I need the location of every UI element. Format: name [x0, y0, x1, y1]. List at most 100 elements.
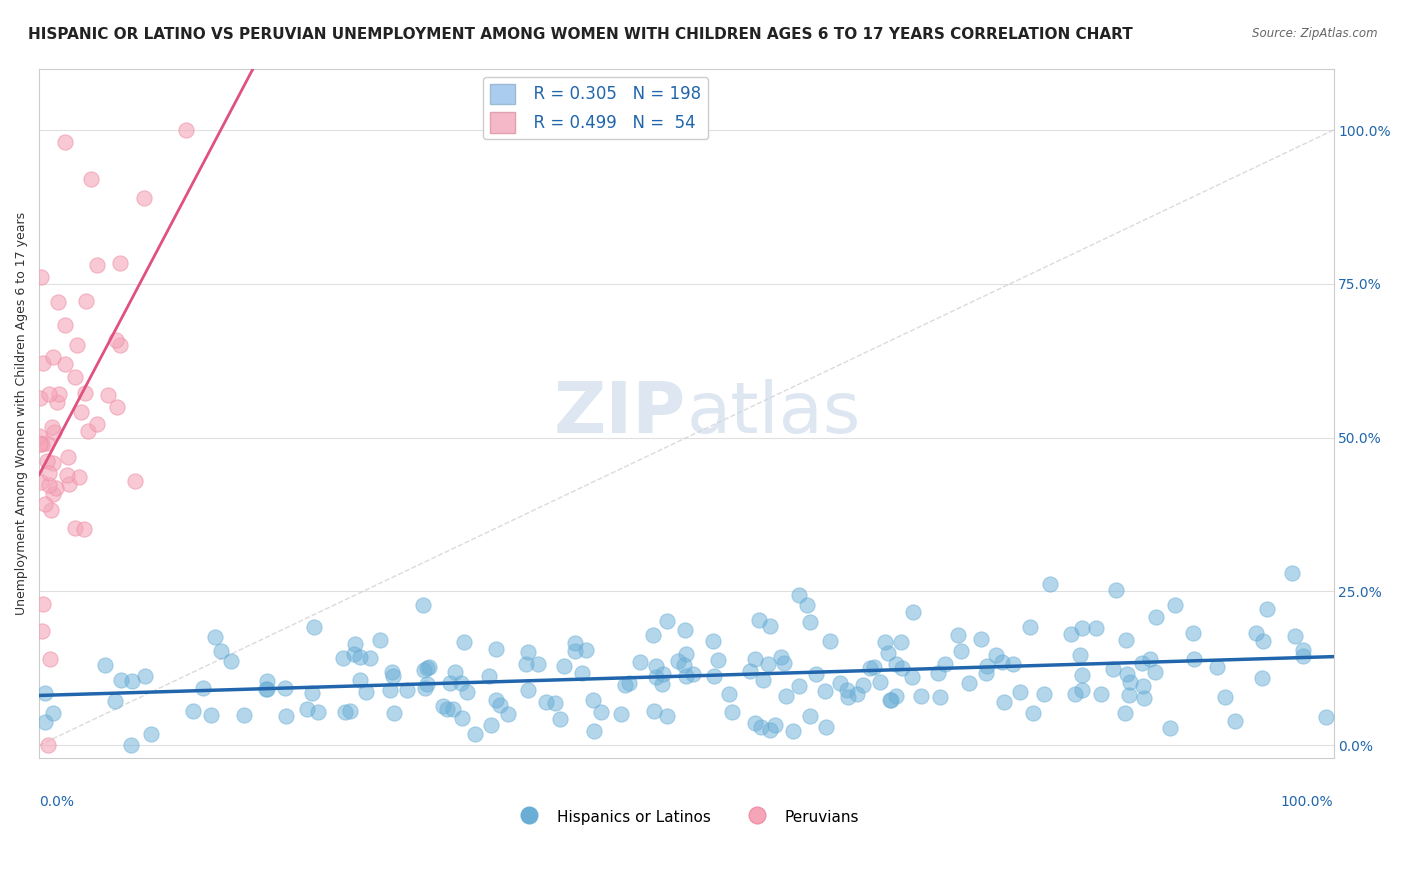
Text: atlas: atlas [686, 378, 860, 448]
Point [799, 615, 821, 629]
Point [575, 642, 598, 657]
Point [339, 704, 361, 718]
Point [756, 657, 779, 671]
Point [254, 682, 277, 697]
Point [39, 651, 62, 665]
Point [132, 191, 155, 205]
Point [752, 673, 775, 688]
Point [564, 636, 586, 650]
Point [181, 704, 204, 718]
Point [121, 674, 143, 689]
Point [256, 681, 278, 696]
Point [787, 588, 810, 602]
Point [233, 707, 256, 722]
Point [675, 647, 697, 661]
Text: 0.0%: 0.0% [39, 795, 75, 809]
Point [39, 502, 62, 516]
Point [37, 454, 59, 468]
Y-axis label: Unemployment Among Women with Children Ages 6 to 17 years: Unemployment Among Women with Children A… [15, 211, 28, 615]
Point [139, 726, 162, 740]
Point [256, 674, 278, 689]
Point [672, 657, 695, 672]
Point [901, 605, 924, 619]
Point [673, 623, 696, 637]
Point [1019, 620, 1042, 634]
Point [124, 474, 146, 488]
Text: HISPANIC OR LATINO VS PERUVIAN UNEMPLOYMENT AMONG WOMEN WITH CHILDREN AGES 6 TO : HISPANIC OR LATINO VS PERUVIAN UNEMPLOYM… [28, 27, 1133, 42]
Point [564, 644, 586, 658]
Point [1008, 685, 1031, 699]
Point [46, 295, 69, 310]
Point [86, 259, 108, 273]
Point [370, 632, 392, 647]
Point [381, 665, 404, 679]
Point [34, 686, 56, 700]
Point [1114, 706, 1136, 720]
Point [976, 659, 998, 673]
Point [432, 699, 454, 714]
Point [1139, 651, 1161, 665]
Point [1039, 576, 1062, 591]
Point [527, 657, 550, 671]
Point [412, 599, 434, 613]
Point [970, 632, 993, 646]
Point [675, 669, 697, 683]
Point [32, 356, 55, 370]
Point [720, 706, 742, 720]
Point [884, 690, 907, 704]
Point [804, 667, 827, 681]
Point [949, 644, 972, 658]
Point [717, 686, 740, 700]
Point [993, 695, 1015, 709]
Point [485, 693, 508, 707]
Point [349, 649, 371, 664]
Point [34, 714, 56, 729]
Point [657, 709, 679, 723]
Point [744, 715, 766, 730]
Point [41, 706, 63, 721]
Point [1292, 642, 1315, 657]
Point [666, 654, 689, 668]
Point [378, 683, 401, 698]
Point [1132, 679, 1154, 693]
Point [1284, 630, 1306, 644]
Point [97, 387, 120, 401]
Point [835, 682, 858, 697]
Point [1205, 660, 1227, 674]
Point [614, 678, 637, 692]
Point [890, 661, 912, 675]
Point [453, 635, 475, 649]
Point [1133, 690, 1156, 705]
Point [65, 521, 87, 535]
Point [1292, 648, 1315, 663]
Point [1032, 687, 1054, 701]
Point [814, 720, 837, 734]
Point [104, 694, 127, 708]
Point [30, 270, 52, 285]
Point [335, 705, 357, 719]
Point [852, 678, 875, 692]
Point [873, 635, 896, 649]
Point [38, 387, 60, 401]
Point [845, 687, 868, 701]
Point [652, 667, 675, 681]
Point [758, 619, 780, 633]
Point [1084, 621, 1107, 635]
Point [1105, 583, 1128, 598]
Point [42, 456, 65, 470]
Point [928, 690, 950, 705]
Point [38, 467, 60, 481]
Point [645, 659, 668, 673]
Point [415, 681, 437, 695]
Point [986, 648, 1008, 662]
Point [479, 718, 502, 732]
Point [304, 619, 326, 633]
Point [884, 657, 907, 671]
Point [744, 651, 766, 665]
Point [862, 659, 884, 673]
Point [707, 653, 730, 667]
Point [830, 675, 852, 690]
Point [436, 702, 458, 716]
Point [73, 522, 96, 536]
Point [34, 497, 56, 511]
